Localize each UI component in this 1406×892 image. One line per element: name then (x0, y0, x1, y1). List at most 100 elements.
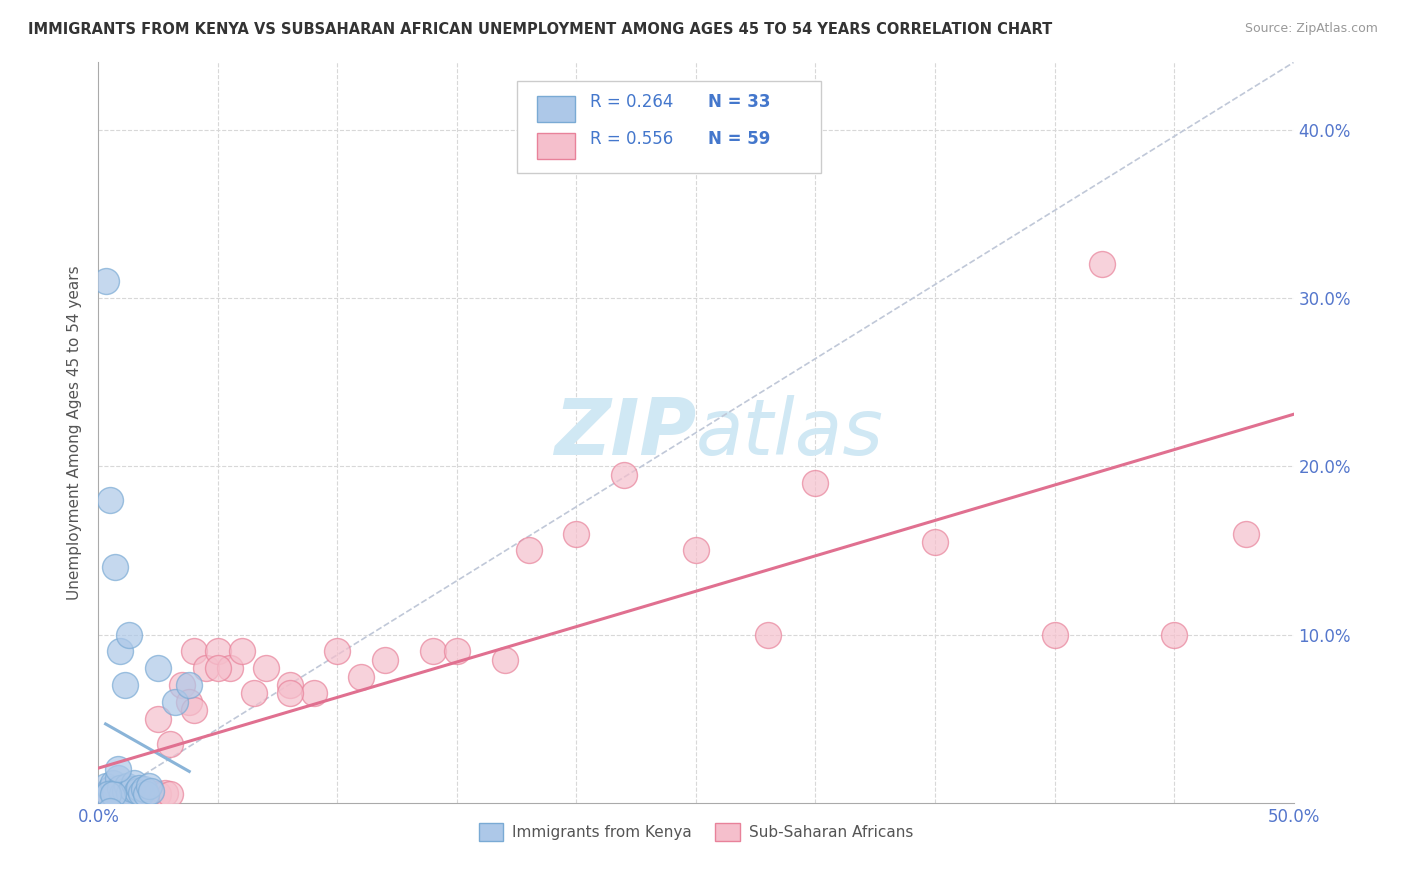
Text: N = 59: N = 59 (709, 129, 770, 148)
Text: R = 0.556: R = 0.556 (589, 129, 673, 148)
Point (195, 661, 218, 675)
Point (924, 535, 946, 549)
Point (243, 686, 266, 700)
Point (107, 789, 129, 803)
Text: Source: ZipAtlas.com: Source: ZipAtlas.com (1244, 22, 1378, 36)
Point (98, 782, 122, 797)
FancyBboxPatch shape (537, 95, 575, 121)
Point (422, 644, 444, 658)
Point (179, 678, 201, 692)
Point (804, 476, 827, 491)
Point (98, 789, 122, 803)
Point (104, 789, 127, 803)
Point (98, 790, 122, 805)
Point (94, 788, 117, 802)
Text: IMMIGRANTS FROM KENYA VS SUBSAHARAN AFRICAN UNEMPLOYMENT AMONG AGES 45 TO 54 YEA: IMMIGRANTS FROM KENYA VS SUBSAHARAN AFRI… (28, 22, 1052, 37)
Point (494, 653, 516, 667)
Point (114, 788, 136, 802)
Point (148, 661, 170, 675)
Point (207, 661, 229, 675)
Point (97, 788, 120, 802)
Point (179, 695, 201, 709)
Point (108, 780, 131, 795)
Point (183, 703, 205, 717)
Point (159, 737, 181, 751)
Point (131, 788, 153, 802)
Point (302, 686, 325, 700)
Point (114, 678, 136, 692)
Point (148, 712, 170, 726)
Point (118, 786, 141, 800)
Point (163, 695, 186, 709)
Point (94, 779, 117, 793)
Point (254, 661, 277, 675)
Point (104, 790, 127, 805)
Point (108, 644, 131, 658)
Point (159, 788, 181, 802)
Text: R = 0.264: R = 0.264 (589, 93, 673, 111)
Point (124, 775, 146, 789)
Point (101, 788, 124, 802)
Point (183, 644, 205, 658)
Point (125, 789, 148, 803)
Point (278, 678, 301, 692)
Point (350, 670, 373, 684)
Point (115, 789, 138, 803)
Point (111, 789, 134, 803)
Legend: Immigrants from Kenya, Sub-Saharan Africans: Immigrants from Kenya, Sub-Saharan Afric… (472, 817, 920, 847)
Point (115, 790, 138, 805)
Text: atlas: atlas (696, 394, 884, 471)
Point (756, 627, 779, 641)
Point (125, 784, 148, 798)
Point (115, 779, 138, 793)
Point (118, 627, 141, 641)
Point (97, 790, 120, 805)
Point (135, 788, 157, 802)
Point (1234, 526, 1257, 541)
Point (135, 789, 157, 803)
Point (1043, 627, 1066, 641)
Text: ZIP: ZIP (554, 394, 696, 471)
Point (107, 771, 129, 785)
Point (1091, 257, 1114, 271)
Point (132, 782, 155, 797)
Point (114, 784, 136, 798)
Point (565, 526, 588, 541)
Point (108, 790, 131, 805)
Point (98, 804, 122, 818)
Point (124, 788, 146, 802)
Point (131, 786, 153, 800)
Point (155, 786, 177, 800)
Point (94, 788, 117, 802)
Point (148, 788, 170, 802)
FancyBboxPatch shape (517, 81, 821, 173)
Point (1163, 627, 1185, 641)
Point (104, 784, 127, 798)
Point (135, 790, 157, 805)
Point (104, 560, 127, 574)
Point (138, 779, 160, 793)
Point (107, 762, 129, 776)
Point (139, 784, 162, 798)
Point (121, 782, 143, 797)
Point (98, 492, 122, 507)
Point (101, 775, 124, 789)
Point (278, 686, 301, 700)
Point (613, 467, 636, 482)
Point (124, 788, 146, 802)
Point (685, 543, 707, 558)
FancyBboxPatch shape (537, 133, 575, 159)
Point (517, 543, 540, 558)
Point (326, 644, 349, 658)
Point (374, 653, 396, 667)
Point (128, 780, 150, 795)
Point (231, 644, 253, 658)
Point (108, 788, 131, 802)
Y-axis label: Unemployment Among Ages 45 to 54 years: Unemployment Among Ages 45 to 54 years (67, 265, 83, 600)
Point (97, 788, 120, 802)
Point (446, 644, 468, 658)
Point (139, 786, 162, 800)
Point (172, 678, 194, 692)
Point (207, 644, 229, 658)
Point (111, 788, 134, 802)
